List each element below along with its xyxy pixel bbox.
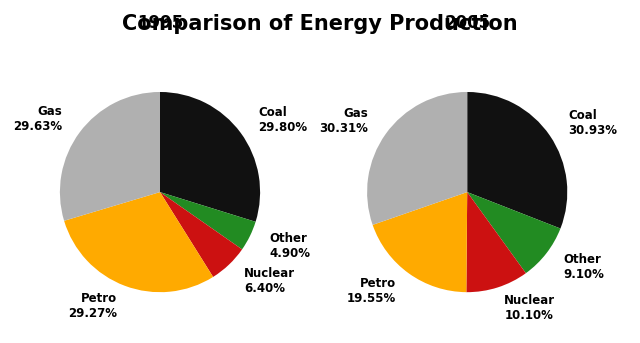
Text: Petro
19.55%: Petro 19.55% xyxy=(347,277,396,305)
Text: Gas
30.31%: Gas 30.31% xyxy=(319,107,368,135)
Text: Coal
30.93%: Coal 30.93% xyxy=(568,109,617,137)
Text: Nuclear
6.40%: Nuclear 6.40% xyxy=(244,267,295,295)
Wedge shape xyxy=(160,192,255,249)
Wedge shape xyxy=(467,192,561,273)
Wedge shape xyxy=(60,92,160,221)
Text: Gas
29.63%: Gas 29.63% xyxy=(13,105,62,133)
Wedge shape xyxy=(467,92,567,228)
Wedge shape xyxy=(160,92,260,222)
Title: 1995: 1995 xyxy=(137,14,183,32)
Wedge shape xyxy=(372,192,467,292)
Text: Other
4.90%: Other 4.90% xyxy=(269,232,310,260)
Text: Other
9.10%: Other 9.10% xyxy=(564,253,605,281)
Wedge shape xyxy=(160,192,242,277)
Title: 2005: 2005 xyxy=(444,14,490,32)
Text: Petro
29.27%: Petro 29.27% xyxy=(68,292,117,320)
Wedge shape xyxy=(467,192,526,292)
Text: Nuclear
10.10%: Nuclear 10.10% xyxy=(504,294,556,322)
Text: Comparison of Energy Production: Comparison of Energy Production xyxy=(122,14,518,34)
Wedge shape xyxy=(367,92,467,225)
Text: Coal
29.80%: Coal 29.80% xyxy=(259,106,307,134)
Wedge shape xyxy=(64,192,213,292)
